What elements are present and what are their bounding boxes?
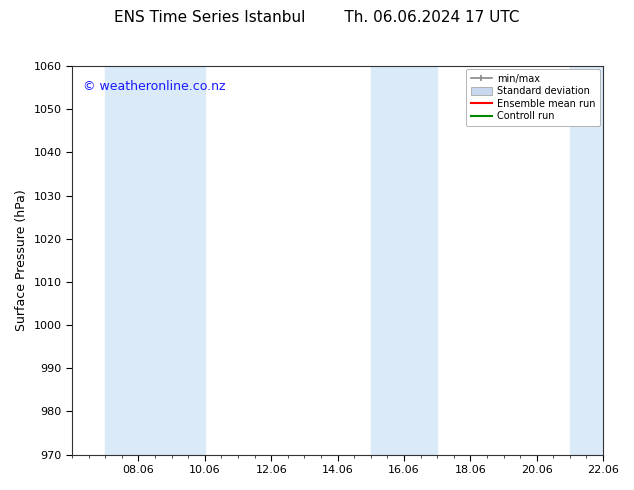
Text: © weatheronline.co.nz: © weatheronline.co.nz <box>82 80 225 93</box>
Y-axis label: Surface Pressure (hPa): Surface Pressure (hPa) <box>15 190 28 331</box>
Bar <box>105 66 205 455</box>
Bar <box>570 66 603 455</box>
Legend: min/max, Standard deviation, Ensemble mean run, Controll run: min/max, Standard deviation, Ensemble me… <box>466 69 600 126</box>
Text: ENS Time Series Istanbul        Th. 06.06.2024 17 UTC: ENS Time Series Istanbul Th. 06.06.2024 … <box>114 10 520 25</box>
Bar <box>371 66 437 455</box>
